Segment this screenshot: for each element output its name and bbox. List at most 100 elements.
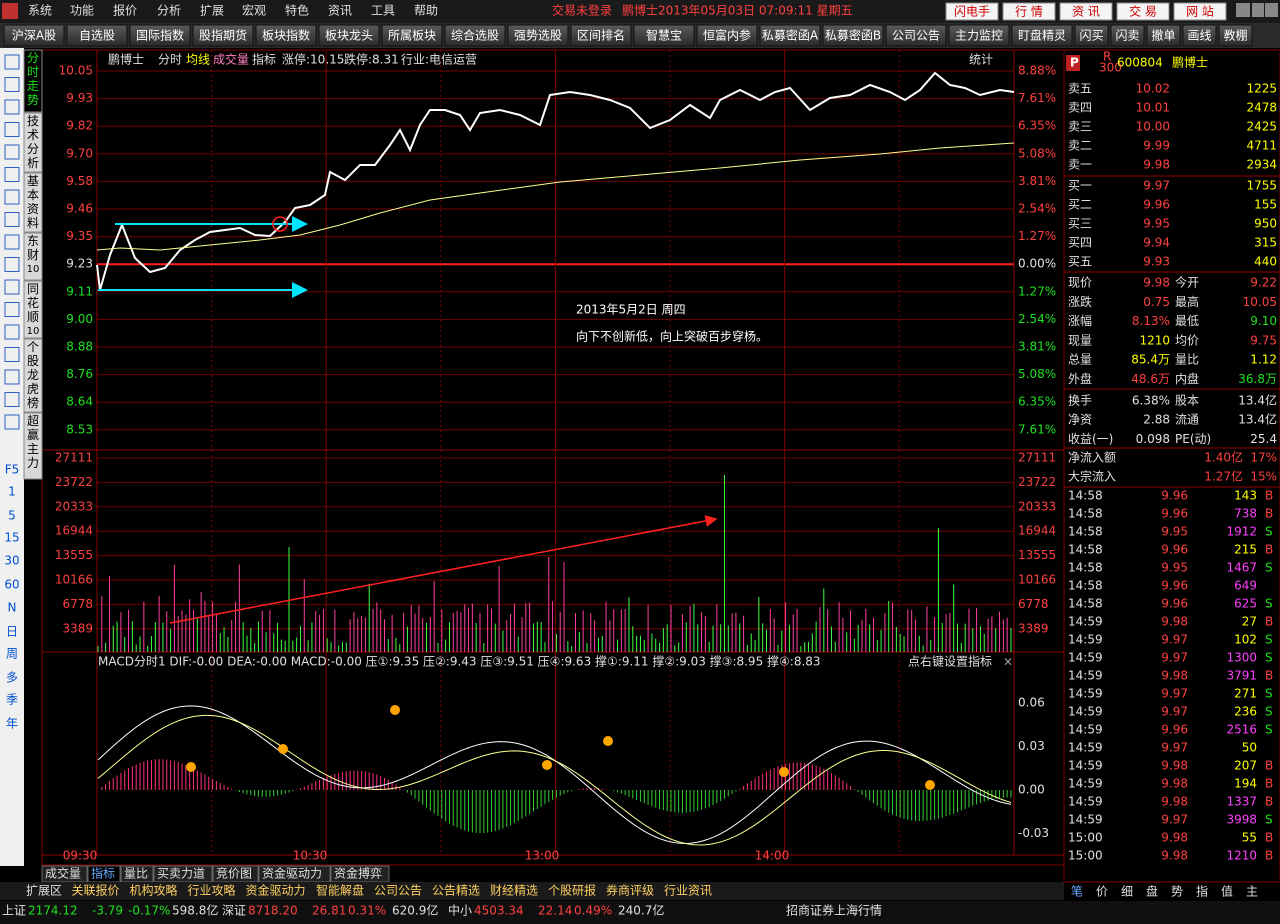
close[interactable] — [1265, 3, 1278, 17]
toolbar-label[interactable]: 沪深A股 — [12, 29, 56, 43]
period[interactable]: N — [8, 601, 17, 615]
side-tab[interactable] — [23, 280, 43, 339]
menu-item[interactable]: 帮助 — [414, 4, 438, 18]
side-tab[interactable] — [23, 232, 43, 281]
toolbar-label[interactable]: 私募密函B — [825, 28, 881, 43]
tool-icon[interactable] — [4, 279, 20, 295]
toolbar-label[interactable]: 国际指数 — [136, 28, 184, 43]
tool-icon[interactable] — [4, 189, 20, 205]
top-button[interactable] — [945, 2, 999, 21]
top-button-label[interactable]: 交 易 — [1129, 4, 1157, 19]
toolbar-label[interactable]: 自选股 — [79, 29, 115, 43]
top-button-label[interactable]: 资 讯 — [1072, 5, 1100, 19]
tool-icon[interactable] — [4, 257, 20, 272]
top-button[interactable] — [1059, 2, 1113, 21]
side-tab[interactable] — [23, 412, 43, 480]
toolbar-button[interactable] — [192, 24, 254, 47]
toolbar-label[interactable]: 主力监控 — [955, 29, 1003, 43]
macd-close[interactable]: × — [1003, 655, 1013, 669]
toolbar-label[interactable]: 盯盘精灵 — [1018, 28, 1066, 43]
info-tab[interactable]: 公告精选 — [432, 884, 480, 898]
toolbar-button[interactable] — [1146, 24, 1181, 47]
toolbar-button[interactable] — [948, 24, 1010, 47]
bottom-tab-label[interactable]: 竞价图 — [216, 867, 252, 881]
bottom-tab-label[interactable]: 资金搏弈 — [334, 866, 382, 881]
period[interactable]: 年 — [6, 717, 18, 731]
tool-icon[interactable] — [4, 392, 20, 407]
bottom-tab-label[interactable]: 指标 — [91, 866, 115, 881]
toolbar-label[interactable]: 区间排名 — [577, 28, 625, 43]
period[interactable]: 日 — [6, 625, 18, 639]
side-tab-label[interactable]: 超赢主力 — [27, 413, 39, 470]
toolbar-label[interactable]: 闪卖 — [1115, 29, 1139, 43]
toolbar-label[interactable]: 画线 — [1187, 29, 1211, 43]
menu-item[interactable]: 资讯 — [328, 4, 352, 18]
tool-icon[interactable] — [4, 234, 20, 250]
bottom-tab-label[interactable]: 买卖力道 — [157, 867, 205, 881]
bottom-tab-label[interactable]: 资金驱动力 — [262, 866, 322, 881]
right-tab[interactable]: 笔 — [1071, 884, 1083, 899]
period[interactable]: 多 — [6, 671, 18, 685]
right-tab[interactable]: 主 — [1246, 885, 1258, 899]
menu-item[interactable]: 宏观 — [242, 3, 266, 18]
toolbar-label[interactable]: 板块指数 — [262, 28, 310, 43]
toolbar-button[interactable] — [1110, 24, 1145, 47]
tool-icon[interactable] — [4, 324, 20, 340]
toolbar-label[interactable]: 闪买 — [1079, 29, 1103, 43]
right-tab[interactable]: 值 — [1221, 884, 1233, 899]
info-tab[interactable]: 智能解盘 — [316, 883, 364, 898]
toolbar-label[interactable]: 智慧宝 — [646, 28, 682, 43]
period[interactable]: F5 — [5, 463, 20, 477]
toolbar-label[interactable]: 公司公告 — [892, 29, 940, 43]
bottom-tab-label[interactable]: 成交量 — [45, 866, 81, 881]
side-tab[interactable] — [23, 172, 43, 233]
top-button[interactable] — [1173, 2, 1227, 21]
right-tab[interactable]: 盘 — [1146, 884, 1158, 899]
toolbar-button[interactable] — [633, 24, 695, 47]
period[interactable]: 1 — [8, 485, 16, 499]
info-tab[interactable]: 券商评级 — [606, 883, 654, 898]
info-tab[interactable]: 行业资讯 — [664, 884, 712, 898]
period[interactable]: 30 — [4, 554, 19, 568]
tool-icon[interactable] — [4, 54, 20, 70]
toolbar-button[interactable] — [1074, 24, 1109, 47]
toolbar-label[interactable]: 恒富内参 — [703, 28, 751, 43]
top-button[interactable] — [1002, 2, 1056, 21]
toolbar-button[interactable] — [507, 24, 569, 47]
toolbar-button[interactable] — [822, 24, 884, 47]
info-tab[interactable]: 机构攻略 — [130, 883, 178, 898]
period[interactable]: 季 — [6, 693, 18, 707]
toolbar-button[interactable] — [444, 24, 506, 47]
toolbar-label[interactable]: 强势选股 — [514, 29, 562, 43]
info-tab[interactable]: 扩展区 — [26, 884, 62, 898]
tool-icon[interactable] — [4, 369, 20, 385]
toolbar-button[interactable] — [885, 24, 947, 47]
side-tab[interactable] — [23, 338, 43, 413]
tool-icon[interactable] — [4, 77, 20, 92]
toolbar-label[interactable]: 股指期货 — [199, 28, 247, 43]
tool-icon[interactable] — [4, 167, 20, 182]
toolbar-button[interactable] — [1182, 24, 1217, 47]
top-button-label[interactable]: 行 情 — [1015, 5, 1043, 19]
side-tab[interactable] — [23, 49, 43, 113]
info-tab[interactable]: 公司公告 — [374, 884, 422, 898]
menu-item[interactable]: 特色 — [285, 3, 309, 18]
tool-icon[interactable] — [4, 122, 20, 137]
period[interactable]: 15 — [4, 531, 19, 545]
toolbar-label[interactable]: 教棚 — [1223, 28, 1247, 43]
toolbar-label[interactable]: 综合选股 — [451, 28, 499, 43]
tool-icon[interactable] — [4, 212, 20, 227]
top-button-label[interactable]: 网 站 — [1186, 5, 1214, 19]
toolbar-button[interactable] — [696, 24, 758, 47]
menu-item[interactable]: 功能 — [70, 4, 94, 18]
toolbar-label[interactable]: 所属板块 — [388, 29, 436, 43]
info-tab[interactable]: 关联报价 — [72, 883, 120, 898]
top-button-label[interactable]: 闪电手 — [954, 5, 990, 19]
tool-icon[interactable] — [4, 99, 20, 115]
right-tab[interactable]: 细 — [1121, 885, 1133, 899]
toolbar-label[interactable]: 板块龙头 — [325, 29, 373, 43]
toolbar-label[interactable]: 撤单 — [1151, 28, 1175, 43]
period[interactable]: 60 — [4, 578, 19, 592]
side-tab-label[interactable]: 同花顺 10 — [27, 282, 40, 338]
toolbar-button[interactable] — [759, 24, 821, 47]
